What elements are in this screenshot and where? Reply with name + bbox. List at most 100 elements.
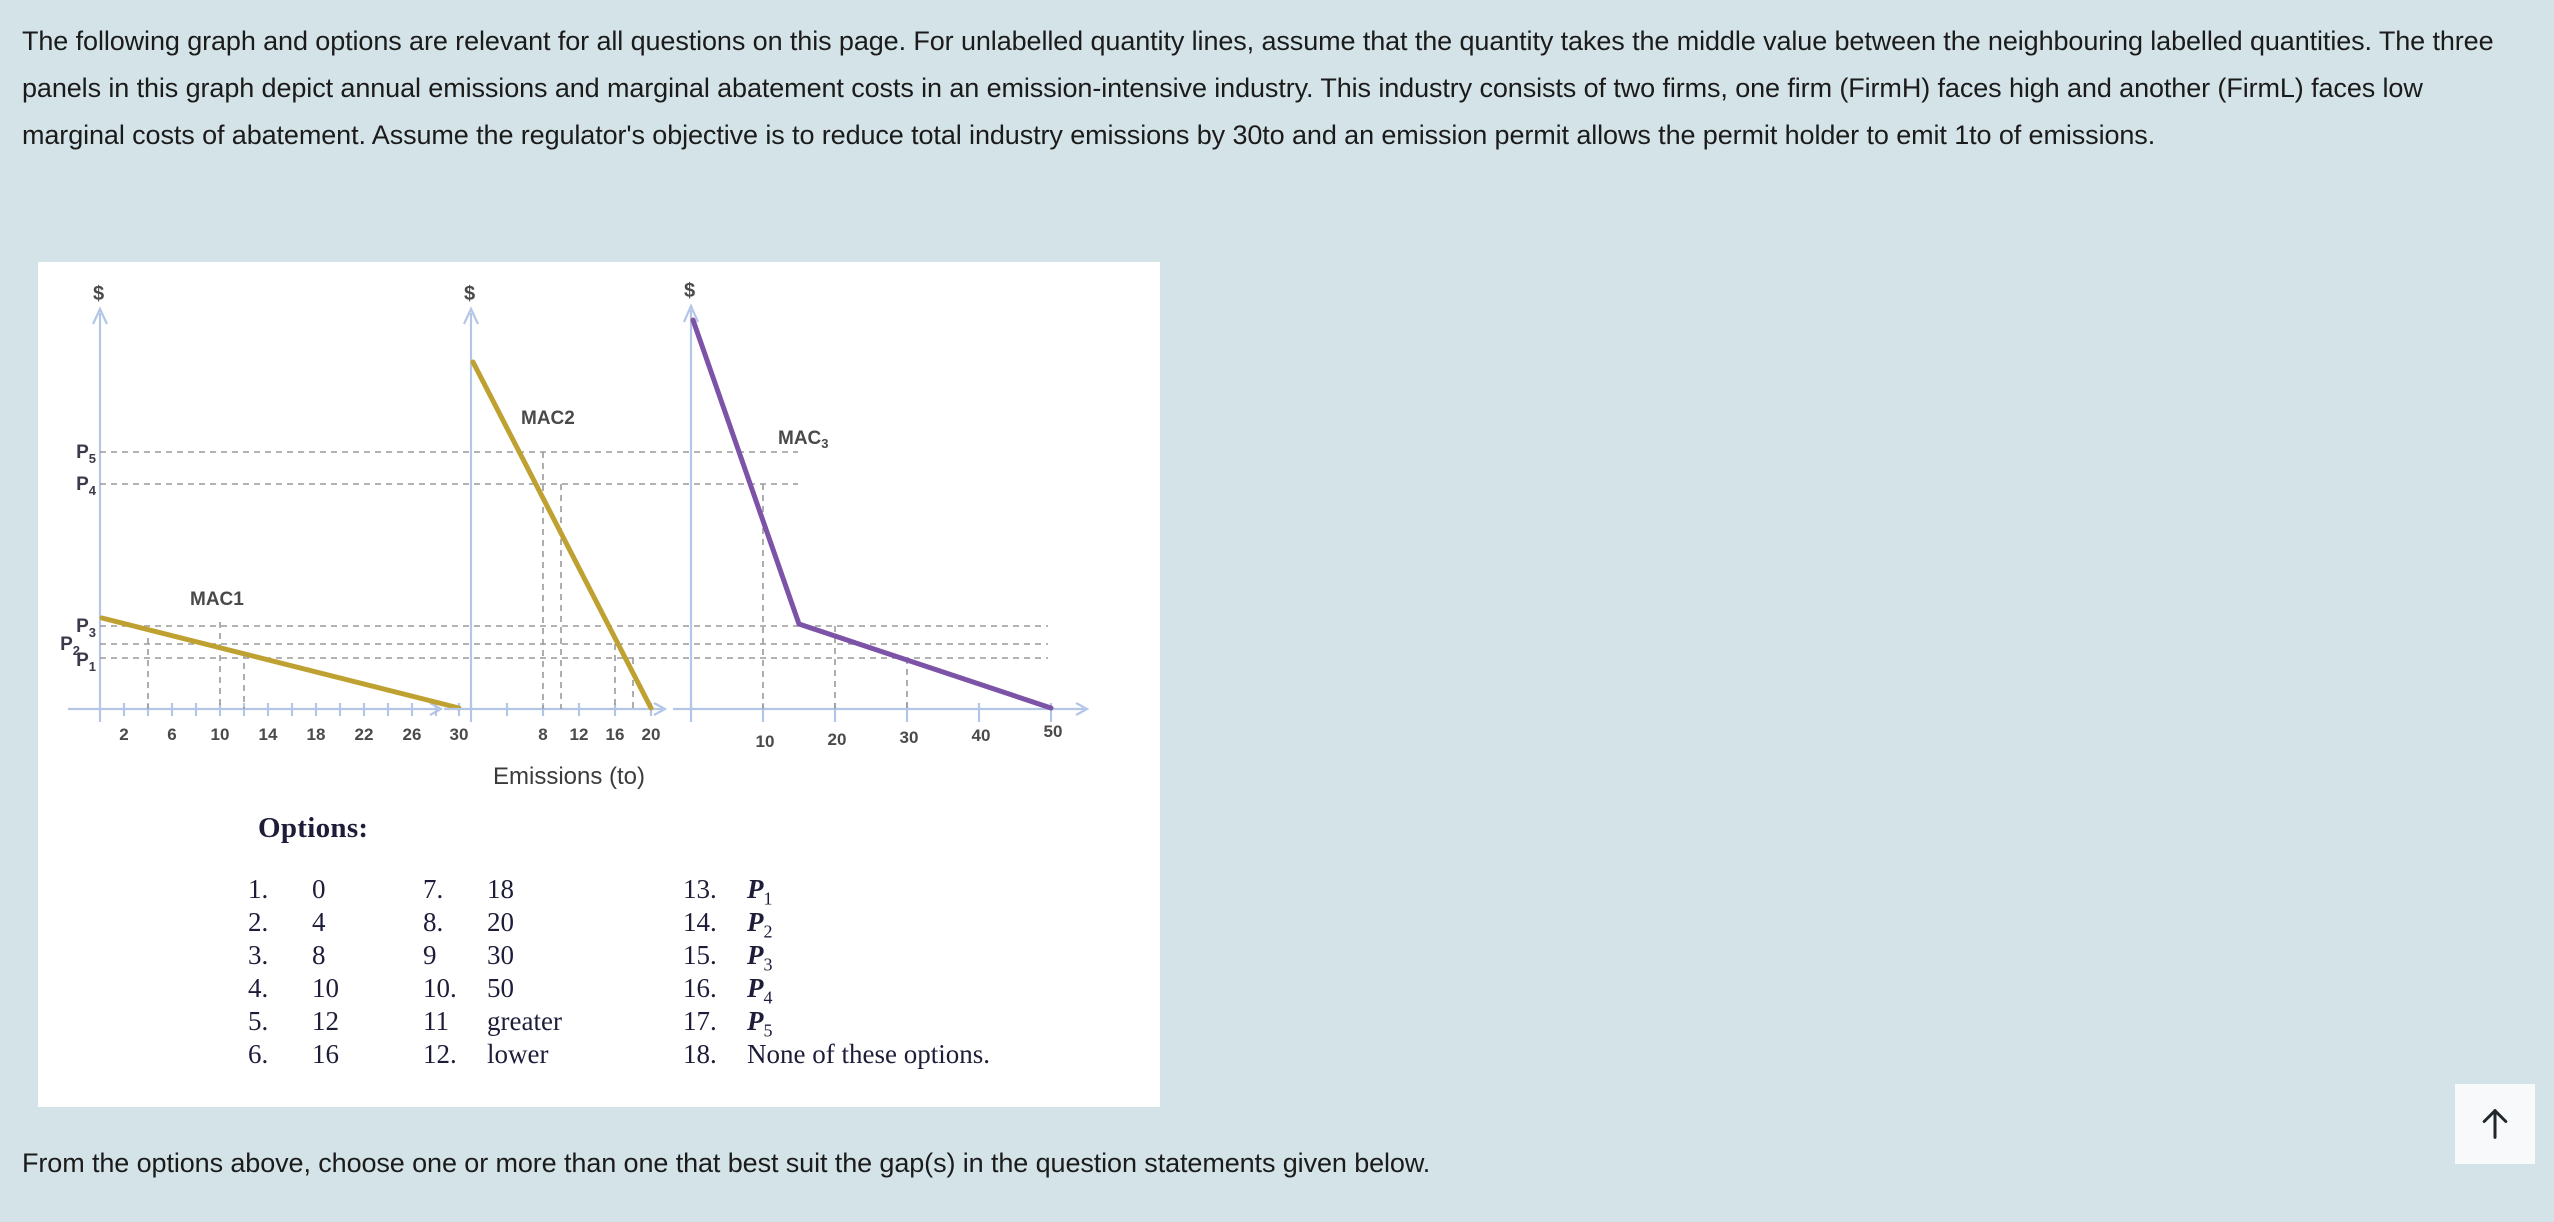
panel2-xticks: 8 12 16 20 [469, 703, 660, 744]
panel2-y-axis-symbol: $ [464, 283, 475, 305]
price-label-p4: P4 [76, 474, 97, 498]
option-symbol-base: P [747, 907, 764, 937]
option-symbol-sub: 5 [763, 1020, 773, 1041]
option-text: P3 [747, 940, 773, 975]
panel-mac3: $ 10 20 30 40 50 [673, 280, 1090, 751]
option-item[interactable]: 5. 12 [248, 1006, 423, 1037]
option-symbol-base: P [747, 1006, 764, 1036]
option-number: 7. [423, 874, 444, 904]
option-item[interactable]: 14. P2 [683, 907, 1103, 942]
option-number: 3. [248, 940, 269, 970]
panel1-tick-30: 30 [450, 725, 469, 744]
graph-and-options-card: $ P5 P4 P3 P2 P1 [38, 262, 1160, 1107]
option-number: 5. [248, 1006, 269, 1036]
option-item[interactable]: 8. 20 [423, 907, 683, 938]
option-row: 2. 4 8. 20 14. P2 [248, 907, 1108, 942]
option-text: 30 [487, 940, 514, 970]
option-item[interactable]: 15. P3 [683, 940, 1103, 975]
option-symbol-base: P [747, 874, 764, 904]
panel-mac1: $ P5 P4 P3 P2 P1 [60, 283, 1048, 744]
option-number: 1. [248, 874, 269, 904]
options-title: Options: [258, 812, 369, 844]
option-text: P2 [747, 907, 773, 942]
option-number: 16. [683, 973, 717, 1003]
option-number: 15. [683, 940, 717, 970]
option-item[interactable]: 6. 16 [248, 1039, 423, 1070]
option-item[interactable]: 10. 50 [423, 973, 683, 1004]
curve-label-mac1: MAC1 [190, 589, 244, 610]
options-grid: 1. 0 7. 18 13. P1 2. 4 [248, 874, 1108, 1072]
curve-mac1 [99, 615, 462, 711]
panel3-xticks: 10 20 30 40 50 [689, 703, 1063, 751]
option-item[interactable]: 1. 0 [248, 874, 423, 905]
option-text: lower [487, 1039, 549, 1069]
panel1-tick-2: 2 [119, 725, 128, 744]
panel1-tick-6: 6 [167, 725, 176, 744]
option-number: 4. [248, 973, 269, 1003]
option-symbol-sub: 3 [763, 954, 773, 975]
option-item[interactable]: 16. P4 [683, 973, 1103, 1008]
panel1-tick-18: 18 [307, 725, 326, 744]
panel3-tick-50: 50 [1044, 722, 1063, 741]
option-text: P5 [747, 1006, 773, 1041]
option-number: 11 [423, 1006, 449, 1036]
panel1-tick-22: 22 [355, 725, 374, 744]
option-item[interactable]: 17. P5 [683, 1006, 1103, 1041]
arrow-up-icon [2475, 1104, 2515, 1144]
option-number: 17. [683, 1006, 717, 1036]
option-symbol-base: P [747, 940, 764, 970]
option-item[interactable]: 12. lower [423, 1039, 683, 1070]
panel2-tick-8: 8 [538, 725, 547, 744]
option-item[interactable]: 7. 18 [423, 874, 683, 905]
option-text: 12 [312, 1006, 339, 1036]
option-item[interactable]: 3. 8 [248, 940, 423, 971]
panel1-xticks: 2 6 10 14 18 22 26 30 [98, 703, 469, 744]
option-row: 6. 16 12. lower 18. None of these option… [248, 1039, 1108, 1072]
option-text: 10 [312, 973, 339, 1003]
option-item[interactable]: 11 greater [423, 1006, 683, 1037]
option-item[interactable]: 13. P1 [683, 874, 1103, 909]
option-number: 2. [248, 907, 269, 937]
panel3-tick-40: 40 [972, 726, 991, 745]
option-text: 8 [312, 940, 326, 970]
option-symbol-base: P [747, 973, 764, 1003]
panel-mac2: $ 8 12 16 20 [444, 283, 668, 744]
option-symbol-sub: 4 [763, 987, 773, 1008]
option-text: 0 [312, 874, 326, 904]
option-text: greater [487, 1006, 562, 1036]
panel3-y-axis-symbol: $ [684, 280, 695, 302]
option-number: 14. [683, 907, 717, 937]
panel3-tick-20: 20 [828, 730, 847, 749]
panel1-y-axis-symbol: $ [93, 283, 104, 305]
option-item[interactable]: 2. 4 [248, 907, 423, 938]
price-label-p5: P5 [76, 442, 96, 466]
option-text: P4 [747, 973, 773, 1008]
option-symbol-sub: 2 [763, 921, 773, 942]
option-item[interactable]: 18. None of these options. [683, 1039, 1103, 1070]
curve-mac3 [690, 317, 1054, 711]
option-text: 18 [487, 874, 514, 904]
option-number: 18. [683, 1039, 717, 1069]
option-item[interactable]: 9 30 [423, 940, 683, 971]
option-row: 3. 8 9 30 15. P3 [248, 940, 1108, 975]
option-item[interactable]: 4. 10 [248, 973, 423, 1004]
option-text: P1 [747, 874, 773, 909]
option-number: 8. [423, 907, 444, 937]
panel1-tick-14: 14 [259, 725, 278, 744]
panel3-tick-10: 10 [756, 732, 775, 751]
mac-graph-figure: $ P5 P4 P3 P2 P1 [38, 262, 1160, 822]
panel1-tick-26: 26 [403, 725, 422, 744]
option-row: 5. 12 11 greater 17. P5 [248, 1006, 1108, 1041]
panel2-tick-16: 16 [606, 725, 625, 744]
option-text: 20 [487, 907, 514, 937]
panel3-tick-30: 30 [900, 728, 919, 747]
option-row: 4. 10 10. 50 16. P4 [248, 973, 1108, 1008]
scroll-to-top-button[interactable] [2455, 1084, 2535, 1164]
panel1-tick-10: 10 [211, 725, 230, 744]
option-number: 6. [248, 1039, 269, 1069]
option-text: 16 [312, 1039, 339, 1069]
curve-label-mac2: MAC2 [521, 408, 575, 429]
panel2-tick-12: 12 [570, 725, 589, 744]
price-label-p1: P1 [76, 650, 96, 674]
curve-mac2 [470, 359, 654, 711]
